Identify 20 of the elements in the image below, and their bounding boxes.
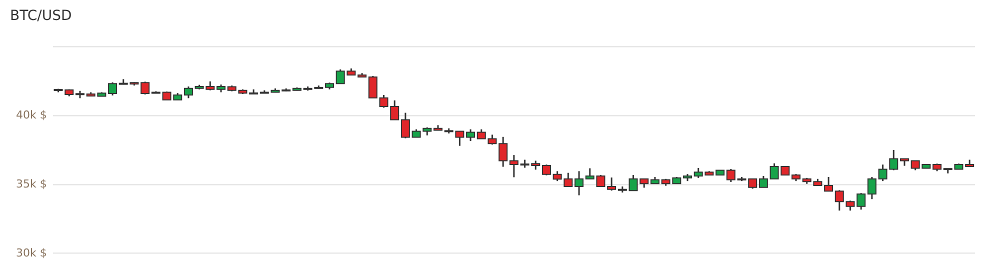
candlestick: [140, 80, 150, 96]
candlestick: [184, 86, 193, 99]
candlestick: [498, 136, 508, 168]
candlestick: [758, 175, 768, 188]
candlestick: [466, 128, 476, 142]
candlestick: [390, 100, 400, 121]
candlestick: [108, 82, 118, 96]
y-tick-label: 40k $: [16, 108, 47, 122]
chart-title: BTC/USD: [10, 8, 72, 24]
candlestick: [856, 192, 866, 210]
candlestick: [574, 170, 584, 196]
candlestick: [509, 154, 518, 178]
candlestick: [542, 164, 551, 176]
candlestick: [726, 168, 736, 183]
candlestick: [867, 176, 876, 200]
candlestick: [607, 176, 616, 192]
candlestick: [400, 112, 410, 140]
y-tick-label: 35k $: [16, 177, 47, 190]
y-tick-label: 30k $: [16, 246, 47, 260]
candlestick: [824, 176, 834, 192]
